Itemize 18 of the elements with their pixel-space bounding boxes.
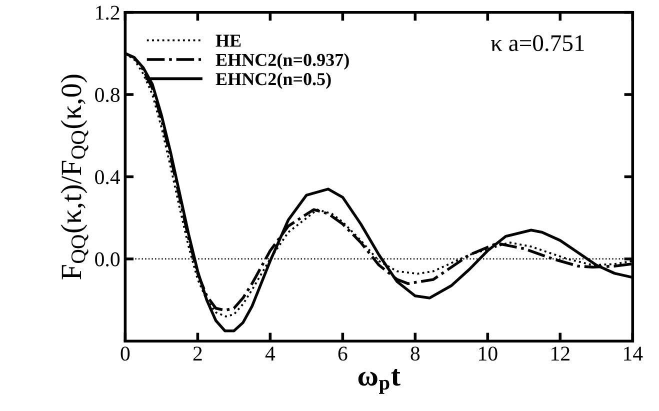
x-tick-label: 6 — [338, 346, 348, 361]
x-tick-label: 10 — [479, 346, 498, 361]
legend-label: EHNC2(n=0.937) — [216, 53, 349, 70]
x-tick-label: 4 — [265, 346, 276, 360]
y-tick-label: 1.2 — [96, 6, 120, 20]
y-tick-label: 0.0 — [95, 252, 120, 266]
x-tick-label: 12 — [552, 346, 570, 360]
legend-label: EHNC2(n=0.5) — [216, 72, 331, 89]
annotation: κ a=0.751 — [491, 35, 584, 52]
x-tick-label: 2 — [193, 346, 202, 360]
y-axis-title: F$_{QQ}$(κ,t)/F$_{QQ}$(κ,0) — [60, 74, 88, 280]
x-tick-label: 14 — [624, 346, 643, 360]
y-tick-label: 0.8 — [95, 88, 120, 102]
x-axis-title: ω$_{p}$t — [358, 369, 400, 394]
x-tick-label: 0 — [120, 346, 130, 361]
x-tick-label: 8 — [410, 346, 420, 361]
legend-label: HE — [216, 34, 241, 47]
y-tick-label: 0.4 — [95, 170, 120, 184]
